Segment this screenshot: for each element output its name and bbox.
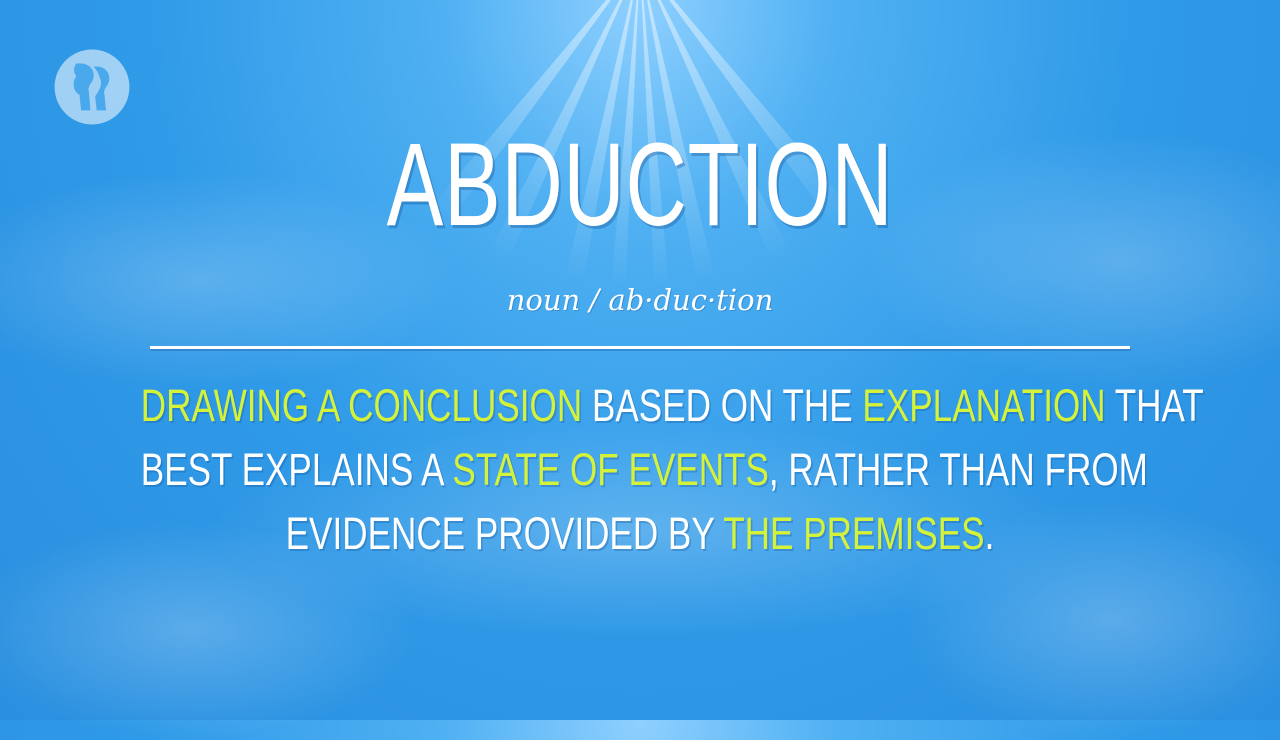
definition-highlight: THE PREMISES (723, 508, 985, 559)
definition-text: . (984, 508, 995, 559)
term-title: ABDUCTION (386, 119, 894, 251)
definition-highlight: DRAWING A CONCLUSION (140, 380, 583, 431)
pbs-logo-icon (54, 49, 130, 125)
definition-highlight: EXPLANATION (862, 380, 1106, 431)
definition-text: BEST EXPLAINS A (140, 444, 453, 495)
definition-text: , RATHER THAN FROM (768, 444, 1148, 495)
definition-text: THAT (1105, 380, 1204, 431)
definition-highlight: STATE OF EVENTS (452, 444, 769, 495)
cloud (900, 500, 1280, 740)
divider (150, 346, 1130, 349)
cloud (0, 520, 420, 740)
definition-line: BEST EXPLAINS A STATE OF EVENTS, RATHER … (140, 438, 1148, 502)
definition-text: EVIDENCE PROVIDED BY (285, 508, 724, 559)
cloud (0, 170, 460, 390)
cloud (200, 420, 1080, 640)
definition-line: DRAWING A CONCLUSION BASED ON THE EXPLAN… (140, 374, 1204, 438)
definition: DRAWING A CONCLUSION BASED ON THE EXPLAN… (0, 374, 1280, 566)
definition-line: EVIDENCE PROVIDED BY THE PREMISES. (141, 502, 1139, 566)
part-of-speech: noun / ab·duc·tion (506, 283, 774, 317)
definition-text: BASED ON THE (582, 380, 863, 431)
